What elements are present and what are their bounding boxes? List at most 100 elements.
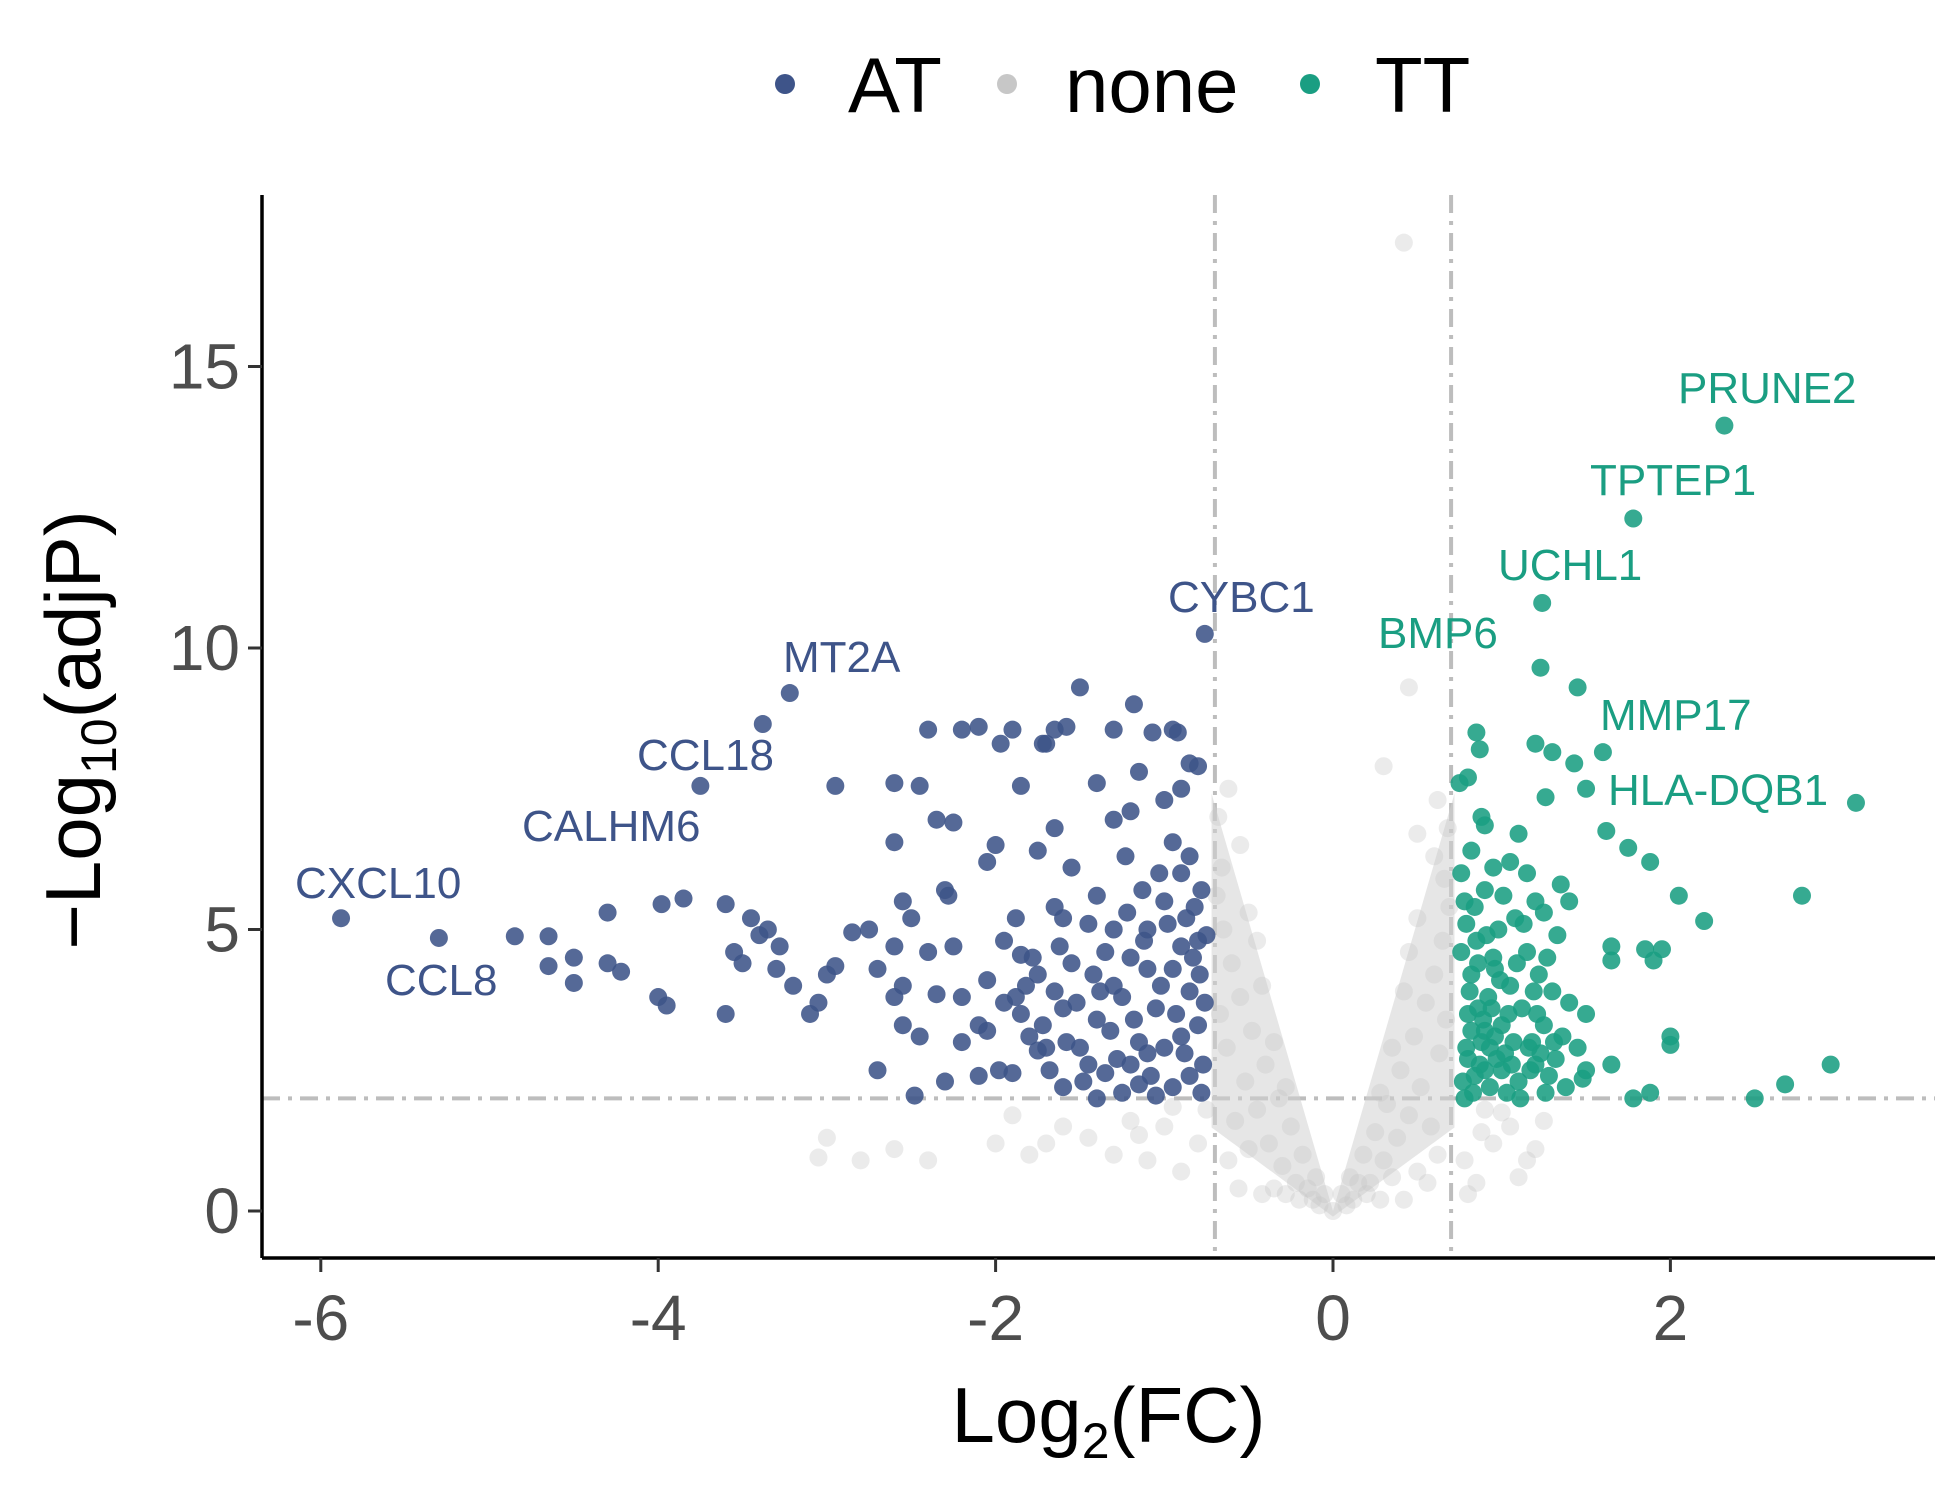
point-none <box>1310 1196 1329 1215</box>
point-TT <box>1548 926 1567 945</box>
point-TT <box>1470 740 1489 759</box>
point-AT <box>910 776 929 795</box>
point-none <box>1435 869 1454 888</box>
legend-key-TT <box>1300 74 1320 94</box>
point-none <box>1253 1185 1272 1204</box>
gene-label-bmp6: BMP6 <box>1378 609 1498 658</box>
point-AT <box>952 1033 971 1052</box>
point-none <box>1411 1078 1430 1097</box>
point-AT <box>1195 624 1214 643</box>
point-TT <box>1465 1066 1484 1085</box>
point-AT <box>885 833 904 852</box>
point-AT <box>674 889 693 908</box>
point-none <box>1209 807 1228 826</box>
point-AT <box>539 957 558 976</box>
gene-label-ccl8: CCL8 <box>385 956 498 1005</box>
point-none <box>1408 824 1427 843</box>
point-TT <box>1507 954 1526 973</box>
point-none <box>1037 1134 1056 1153</box>
point-none <box>1281 1117 1300 1136</box>
point-AT <box>885 937 904 956</box>
point-none <box>1383 1168 1402 1187</box>
point-AT <box>995 931 1014 950</box>
point-TT <box>1475 816 1494 835</box>
point-AT <box>598 903 617 922</box>
point-AT <box>1155 791 1174 810</box>
point-none <box>1264 1179 1283 1198</box>
point-AT <box>598 954 617 973</box>
point-none <box>1253 976 1272 995</box>
point-AT <box>969 717 988 736</box>
x-tick-label: 0 <box>1315 1282 1351 1354</box>
point-AT <box>1020 1027 1039 1046</box>
point-AT <box>564 973 583 992</box>
point-TT <box>1509 824 1528 843</box>
point-none <box>1219 779 1238 798</box>
point-none <box>1374 1151 1393 1170</box>
point-TT <box>1462 841 1481 860</box>
point-AT <box>1192 881 1211 900</box>
y-tick-label: 10 <box>169 612 240 684</box>
point-none <box>1210 1004 1229 1023</box>
point-AT <box>1141 1066 1160 1085</box>
point-none <box>1421 1117 1440 1136</box>
point-TT <box>1568 678 1587 697</box>
point-none <box>1394 982 1413 1001</box>
point-AT <box>1151 976 1170 995</box>
point-none <box>1399 1106 1418 1125</box>
point-none <box>1219 1151 1238 1170</box>
point-none <box>1484 1134 1503 1153</box>
point-AT <box>1028 965 1047 984</box>
point-AT <box>1150 864 1169 883</box>
point-AT <box>1155 1038 1174 1057</box>
legend-label-none: none <box>1065 41 1239 129</box>
point-AT <box>1037 734 1056 753</box>
point-none <box>1391 1061 1410 1080</box>
point-AT <box>1023 948 1042 967</box>
point-AT <box>657 996 676 1015</box>
point-none <box>1472 1123 1491 1142</box>
point-AT <box>905 1086 924 1105</box>
series-colored-points <box>332 416 1865 1108</box>
point-TT <box>1560 892 1579 911</box>
point-TT <box>1792 886 1811 905</box>
point-TT <box>1538 948 1557 967</box>
point-AT <box>1006 909 1025 928</box>
point-none <box>1231 836 1250 855</box>
point-TT <box>1544 1033 1563 1052</box>
point-AT <box>843 923 862 942</box>
point-TT <box>1602 1055 1621 1074</box>
point-AT <box>910 1027 929 1046</box>
point-TT <box>1475 1021 1494 1040</box>
point-TT <box>1556 1078 1575 1097</box>
point-none <box>1259 1134 1278 1153</box>
point-AT <box>1070 678 1089 697</box>
point-none <box>1418 1173 1437 1192</box>
y-tick-label: 15 <box>169 331 240 403</box>
point-none <box>1354 1145 1373 1164</box>
point-none <box>1408 1162 1427 1181</box>
point-TT <box>1577 1004 1596 1023</box>
point-AT <box>978 852 997 871</box>
point-none <box>1239 1140 1258 1159</box>
point-none <box>1349 1173 1368 1192</box>
point-none <box>1243 1021 1262 1040</box>
point-AT <box>1129 762 1148 781</box>
point-TT <box>1577 779 1596 798</box>
point-AT <box>826 957 845 976</box>
point-none <box>1433 931 1452 950</box>
y-tick-label: 5 <box>204 894 240 966</box>
point-TT <box>1514 914 1533 933</box>
point-AT <box>1183 948 1202 967</box>
point-AT <box>1104 720 1123 739</box>
point-AT <box>944 813 963 832</box>
point-none <box>1239 903 1258 922</box>
point-AT <box>1118 903 1137 922</box>
point-TT <box>1534 903 1553 922</box>
point-none <box>1458 1185 1477 1204</box>
point-AT <box>919 720 938 739</box>
point-AT <box>1124 695 1143 714</box>
point-AT <box>1175 1044 1194 1063</box>
point-AT <box>1057 1033 1076 1052</box>
